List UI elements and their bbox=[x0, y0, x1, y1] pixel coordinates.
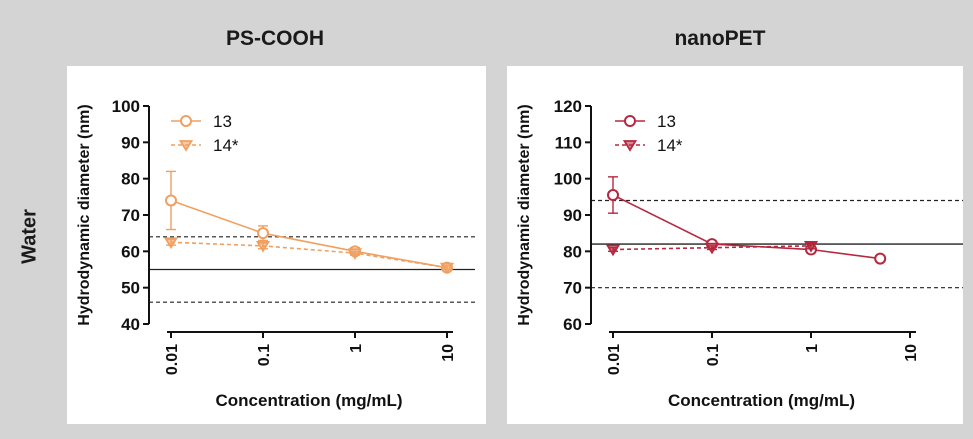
y-tick-label: 80 bbox=[121, 170, 140, 189]
x-tick-label: 0.01 bbox=[164, 344, 181, 375]
x-axis-title: Concentration (mg/mL) bbox=[216, 391, 403, 410]
x-tick-label: 1 bbox=[348, 344, 365, 353]
y-tick-label: 90 bbox=[563, 206, 582, 225]
legend-marker-triangle bbox=[178, 140, 194, 152]
panel-title-ps-cooh: PS-COOH bbox=[225, 27, 324, 50]
y-tick-label: 40 bbox=[121, 315, 140, 334]
legend-marker-circle bbox=[180, 115, 192, 127]
data-point-circle bbox=[874, 252, 887, 265]
y-tick-label: 90 bbox=[121, 133, 140, 152]
series-line-1 bbox=[170, 241, 448, 269]
data-point-triangle bbox=[439, 262, 455, 275]
data-point-triangle bbox=[255, 240, 271, 253]
plot-area-nanopet: 60 70 80 90 100 110 120 0.01 0.1 1 10 Hydrodynamic … bbox=[507, 66, 963, 424]
y-tick-label: 120 bbox=[554, 97, 582, 116]
legend-label: 13 bbox=[213, 112, 232, 131]
row-label-water: Water bbox=[18, 209, 41, 264]
legend-label: 14* bbox=[657, 136, 683, 155]
legend-marker-circle bbox=[624, 115, 636, 127]
x-axis-title: Concentration (mg/mL) bbox=[668, 391, 855, 410]
x-tick-label: 0.1 bbox=[256, 344, 273, 366]
chart-ps-cooh: 40 50 60 70 80 90 100 0.01 0.1 1 10 Hydrodynamic di… bbox=[76, 97, 475, 410]
data-point-triangle bbox=[605, 244, 621, 257]
x-tick-label: 1 bbox=[804, 344, 821, 353]
x-tick-label: 0.01 bbox=[606, 344, 623, 375]
legend-label: 13 bbox=[657, 112, 676, 131]
plot-area-ps-cooh: 40 50 60 70 80 90 100 0.01 0.1 1 10 Hydrodynamic di… bbox=[67, 66, 486, 424]
y-tick-label: 60 bbox=[563, 315, 582, 334]
y-tick-label: 80 bbox=[563, 242, 582, 261]
x-tick-label: 10 bbox=[440, 344, 457, 362]
y-tick-label: 60 bbox=[121, 242, 140, 261]
y-tick-label: 70 bbox=[563, 279, 582, 298]
y-axis-title: Hydrodynamic diameter (nm) bbox=[76, 104, 93, 325]
y-tick-label: 100 bbox=[554, 170, 582, 189]
y-tick-label: 110 bbox=[555, 133, 582, 152]
series-line-0 bbox=[612, 194, 881, 260]
data-point-triangle bbox=[704, 242, 720, 255]
legend-label: 14* bbox=[213, 136, 239, 155]
data-point-circle bbox=[607, 189, 619, 202]
data-point-triangle bbox=[347, 248, 363, 260]
x-tick-label: 0.1 bbox=[705, 344, 722, 366]
data-point-triangle bbox=[803, 240, 819, 253]
y-tick-label: 100 bbox=[112, 97, 140, 116]
y-tick-label: 70 bbox=[121, 206, 140, 225]
data-point-circle bbox=[257, 227, 269, 240]
panel-title-nanopet: nanoPET bbox=[674, 27, 766, 50]
x-tick-label: 10 bbox=[903, 344, 920, 362]
y-tick-label: 50 bbox=[121, 279, 140, 298]
data-point-circle bbox=[165, 194, 177, 207]
legend-marker-triangle bbox=[622, 140, 638, 152]
series-line-0 bbox=[170, 199, 448, 269]
data-point-triangle bbox=[163, 237, 179, 249]
y-axis-title: Hydrodynamic diameter (nm) bbox=[516, 104, 533, 325]
